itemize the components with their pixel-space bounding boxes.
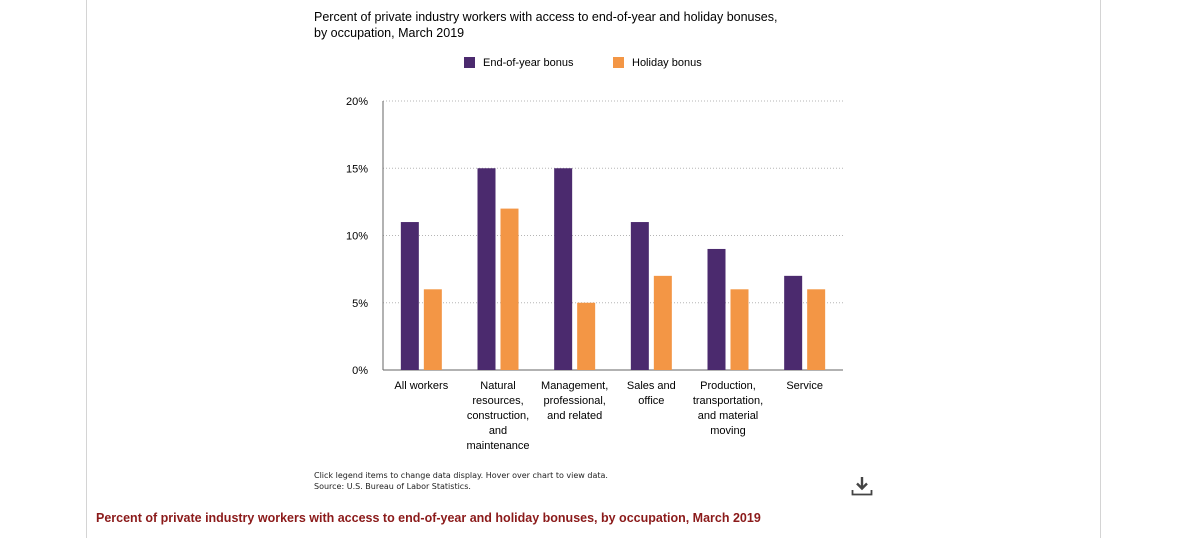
y-tick-label: 10% — [346, 231, 368, 243]
legend-swatch-holiday-bonus — [613, 57, 624, 68]
x-tick-label: Sales and — [627, 380, 676, 392]
download-icon[interactable] — [850, 474, 874, 498]
bar-holiday-4[interactable] — [730, 289, 749, 370]
chart-footnote-instructions: Click legend items to change data displa… — [314, 471, 608, 480]
x-tick-label: and related — [547, 410, 602, 422]
y-tick-label: 0% — [352, 365, 368, 377]
bar-holiday-2[interactable] — [577, 302, 596, 370]
legend-label-holiday-bonus: Holiday bonus — [632, 57, 702, 69]
bar-end-of-year-1[interactable] — [477, 168, 496, 370]
bar-end-of-year-0[interactable] — [400, 222, 419, 370]
bar-chart-plot[interactable]: 0% 5% 10% 15% 20% All workers Natural resources… — [0, 0, 1192, 470]
x-tick-label: office — [638, 395, 664, 407]
data-table-caption: Percent of private industry workers with… — [96, 511, 761, 525]
x-tick-label: and — [489, 425, 507, 437]
y-tick-label: 5% — [352, 298, 368, 310]
bar-holiday-3[interactable] — [653, 275, 672, 370]
x-tick-label: resources, — [472, 395, 523, 407]
x-tick-label: transportation, — [693, 395, 763, 407]
x-tick-label: moving — [710, 425, 745, 437]
x-tick-label: Natural — [480, 380, 515, 392]
x-tick-label: All workers — [394, 380, 448, 392]
x-tick-label: construction, — [467, 410, 529, 422]
x-tick-label: and material — [698, 410, 759, 422]
x-tick-label: professional, — [543, 395, 605, 407]
chart-title: Percent of private industry workers with… — [314, 10, 778, 40]
x-tick-label: Production, — [700, 380, 756, 392]
y-tick-label: 15% — [346, 163, 368, 175]
x-tick-label: maintenance — [467, 440, 530, 452]
x-tick-label: Management, — [541, 380, 608, 392]
bar-end-of-year-3[interactable] — [630, 222, 649, 370]
legend-label-end-of-year-bonus: End-of-year bonus — [483, 57, 574, 69]
y-tick-label: 20% — [346, 96, 368, 108]
bar-holiday-1[interactable] — [500, 208, 519, 370]
legend-swatch-end-of-year-bonus — [464, 57, 475, 68]
bar-holiday-5[interactable] — [807, 289, 826, 370]
x-tick-label: Service — [786, 380, 823, 392]
bar-end-of-year-4[interactable] — [707, 248, 726, 370]
chart-footnote-source: Source: U.S. Bureau of Labor Statistics. — [314, 482, 471, 491]
bar-end-of-year-2[interactable] — [554, 168, 573, 370]
bar-end-of-year-5[interactable] — [784, 275, 803, 370]
content-frame — [86, 0, 1101, 538]
bar-holiday-0[interactable] — [423, 289, 442, 370]
